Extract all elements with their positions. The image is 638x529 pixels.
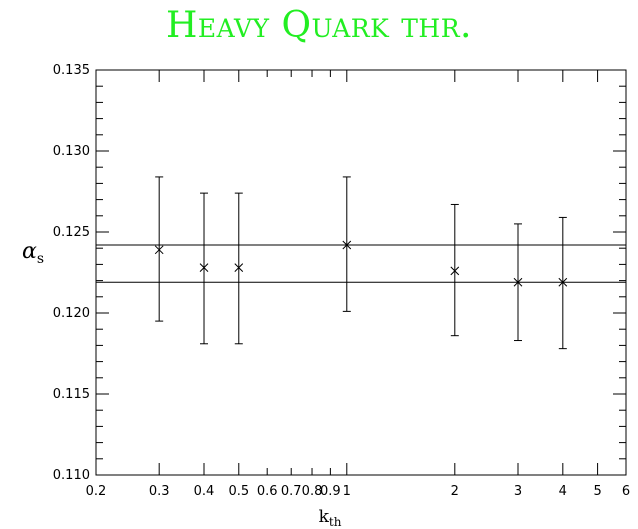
y-tick-label: 0.130 [53, 144, 90, 159]
x-tick-label: 3 [514, 484, 522, 499]
y-tick-label: 0.135 [53, 63, 90, 78]
x-tick-label: 5 [593, 484, 601, 499]
x-tick-label: 0.8 [302, 484, 323, 499]
x-tick-label: 0.7 [281, 484, 302, 499]
data-point [558, 277, 568, 287]
y-tick-label: 0.125 [53, 225, 90, 240]
y-axis-label: αs [22, 239, 44, 267]
y-tick-label: 0.120 [53, 306, 90, 321]
x-tick-label: 0.3 [149, 484, 170, 499]
x-tick-label: 0.5 [228, 484, 249, 499]
data-point [513, 277, 523, 287]
y-tick-label: 0.110 [53, 468, 90, 483]
data-point [154, 245, 164, 255]
plot-frame [95, 69, 627, 476]
data-point [342, 240, 352, 250]
x-tick-label: 0.6 [257, 484, 278, 499]
x-tick-label: 0.2 [86, 484, 107, 499]
y-tick-label: 0.115 [53, 387, 90, 402]
x-tick-label: 2 [451, 484, 459, 499]
x-tick-label: 1 [343, 484, 351, 499]
data-point [199, 263, 209, 272]
data-point [450, 266, 460, 276]
data-point [234, 263, 244, 272]
x-axis-label: kth [319, 507, 342, 529]
chart-title: Heavy Quark thr. [165, 5, 472, 46]
x-tick-label: 6 [622, 484, 630, 499]
x-tick-label: 0.9 [320, 484, 341, 499]
x-tick-label: 4 [559, 484, 567, 499]
x-tick-label: 0.4 [194, 484, 215, 499]
